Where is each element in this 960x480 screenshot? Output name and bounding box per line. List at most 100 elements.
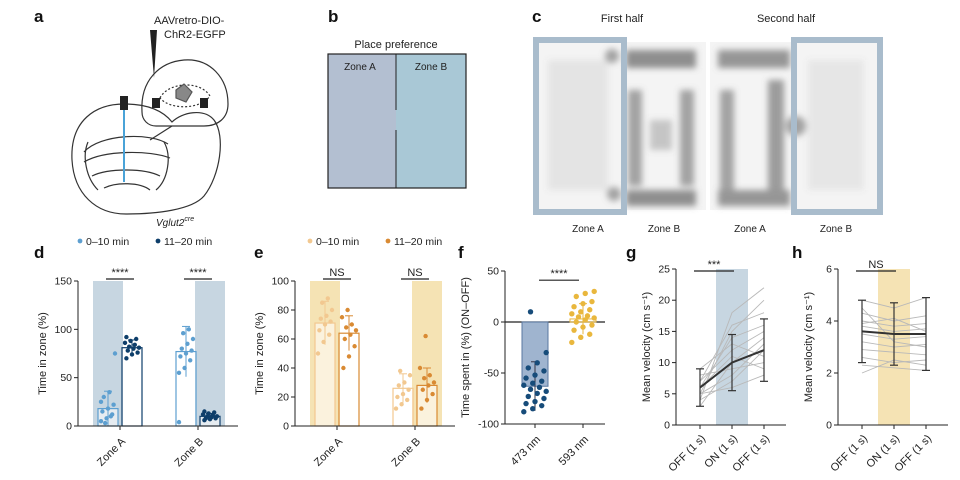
data-point — [573, 319, 579, 325]
data-point — [423, 333, 428, 339]
data-point — [426, 383, 431, 388]
data-point — [125, 348, 130, 353]
data-point — [532, 398, 538, 405]
data-point — [107, 389, 112, 395]
data-point — [111, 402, 116, 407]
data-point — [103, 420, 108, 426]
data-point — [124, 356, 129, 361]
data-point — [591, 315, 597, 321]
zone-b-area — [396, 54, 466, 188]
data-point — [127, 344, 132, 349]
significance-label: NS — [329, 267, 344, 279]
data-point — [400, 391, 406, 397]
genotype-label: Vglut2cre — [156, 216, 194, 229]
data-point — [420, 387, 425, 392]
data-point — [341, 365, 346, 371]
legend-marker — [155, 238, 161, 244]
data-point — [587, 307, 593, 313]
y-tick-label: 100 — [271, 276, 289, 288]
significance-label: NS — [407, 267, 422, 279]
data-point — [527, 386, 534, 393]
data-point — [580, 300, 586, 307]
shaded-region — [195, 281, 225, 426]
data-point — [569, 339, 575, 346]
y-tick-label: 0 — [283, 421, 289, 433]
data-point — [353, 328, 359, 333]
x-tick-label: Zone A — [95, 435, 129, 469]
y-tick-label: 40 — [277, 363, 289, 375]
data-point — [407, 373, 413, 378]
data-point — [405, 397, 410, 403]
data-point — [317, 328, 322, 333]
data-point — [179, 346, 184, 351]
data-point — [182, 365, 187, 371]
heatmap-label-2: Zone B — [648, 224, 681, 235]
significance-label: **** — [111, 267, 129, 279]
data-point — [406, 387, 411, 392]
data-point — [539, 402, 545, 409]
data-point — [176, 370, 182, 376]
data-point — [523, 375, 529, 381]
x-tick-label: Zone A — [312, 435, 346, 469]
zone-b-frame-second — [791, 37, 883, 215]
data-point — [98, 399, 104, 405]
data-point — [395, 394, 400, 400]
data-point — [424, 397, 430, 403]
panel-label-a: a — [34, 7, 44, 26]
data-point — [181, 331, 186, 336]
legend-marker — [77, 238, 83, 244]
data-point — [543, 349, 549, 356]
zone-a-area — [328, 54, 396, 188]
data-point — [571, 327, 577, 333]
y-tick-label: 5 — [664, 388, 670, 400]
chart-f: -100 -50 0 50 473 nm 593 nm **** Time spent in … — [460, 266, 605, 468]
data-point — [346, 354, 352, 359]
y-tick-label: 0 — [493, 317, 499, 329]
virus-label-line1: AAVretro-DIO- — [154, 15, 225, 27]
data-point — [575, 314, 582, 320]
data-point — [398, 368, 403, 374]
data-point — [393, 406, 399, 411]
data-point — [329, 307, 335, 313]
data-point — [402, 380, 407, 385]
data-point — [185, 341, 190, 347]
significance-label: *** — [708, 259, 722, 271]
x-tick-label: Zone B — [173, 436, 207, 470]
data-point — [124, 334, 129, 340]
data-point — [521, 409, 527, 415]
data-point — [104, 416, 109, 421]
data-point — [536, 384, 543, 390]
data-point — [188, 358, 193, 363]
y-tick-label: 0 — [66, 421, 72, 433]
data-point — [525, 393, 531, 400]
heatmap-first-half — [533, 37, 706, 215]
panel-label-e: e — [254, 243, 263, 262]
panel-label-c: c — [532, 7, 541, 26]
data-point — [320, 300, 325, 305]
y-axis-label: Time in zone (%) — [37, 312, 49, 395]
y-tick-label: 6 — [826, 264, 832, 276]
y-tick-label: -100 — [478, 419, 499, 431]
heatmap-second-half — [710, 37, 883, 215]
data-point — [532, 372, 538, 378]
place-preference-arena — [327, 53, 467, 189]
x-tick-label: 593 nm — [557, 434, 591, 468]
panel-label-h: h — [792, 243, 802, 262]
individual-line — [861, 364, 927, 371]
data-point — [527, 309, 534, 315]
data-point — [417, 365, 423, 371]
panel-label-d: d — [34, 243, 44, 262]
y-tick-label: 20 — [658, 295, 670, 307]
data-point — [131, 346, 136, 351]
significance-label: **** — [189, 267, 207, 279]
data-point — [427, 373, 432, 378]
inset-brain-outline — [141, 59, 229, 127]
data-point — [419, 406, 424, 411]
data-point — [328, 319, 333, 324]
data-point — [523, 400, 529, 407]
data-point — [122, 340, 128, 346]
data-point — [206, 411, 211, 416]
x-tick-label: Zone B — [390, 436, 424, 470]
data-point — [582, 317, 588, 323]
zone-b-label: Zone B — [415, 62, 448, 73]
